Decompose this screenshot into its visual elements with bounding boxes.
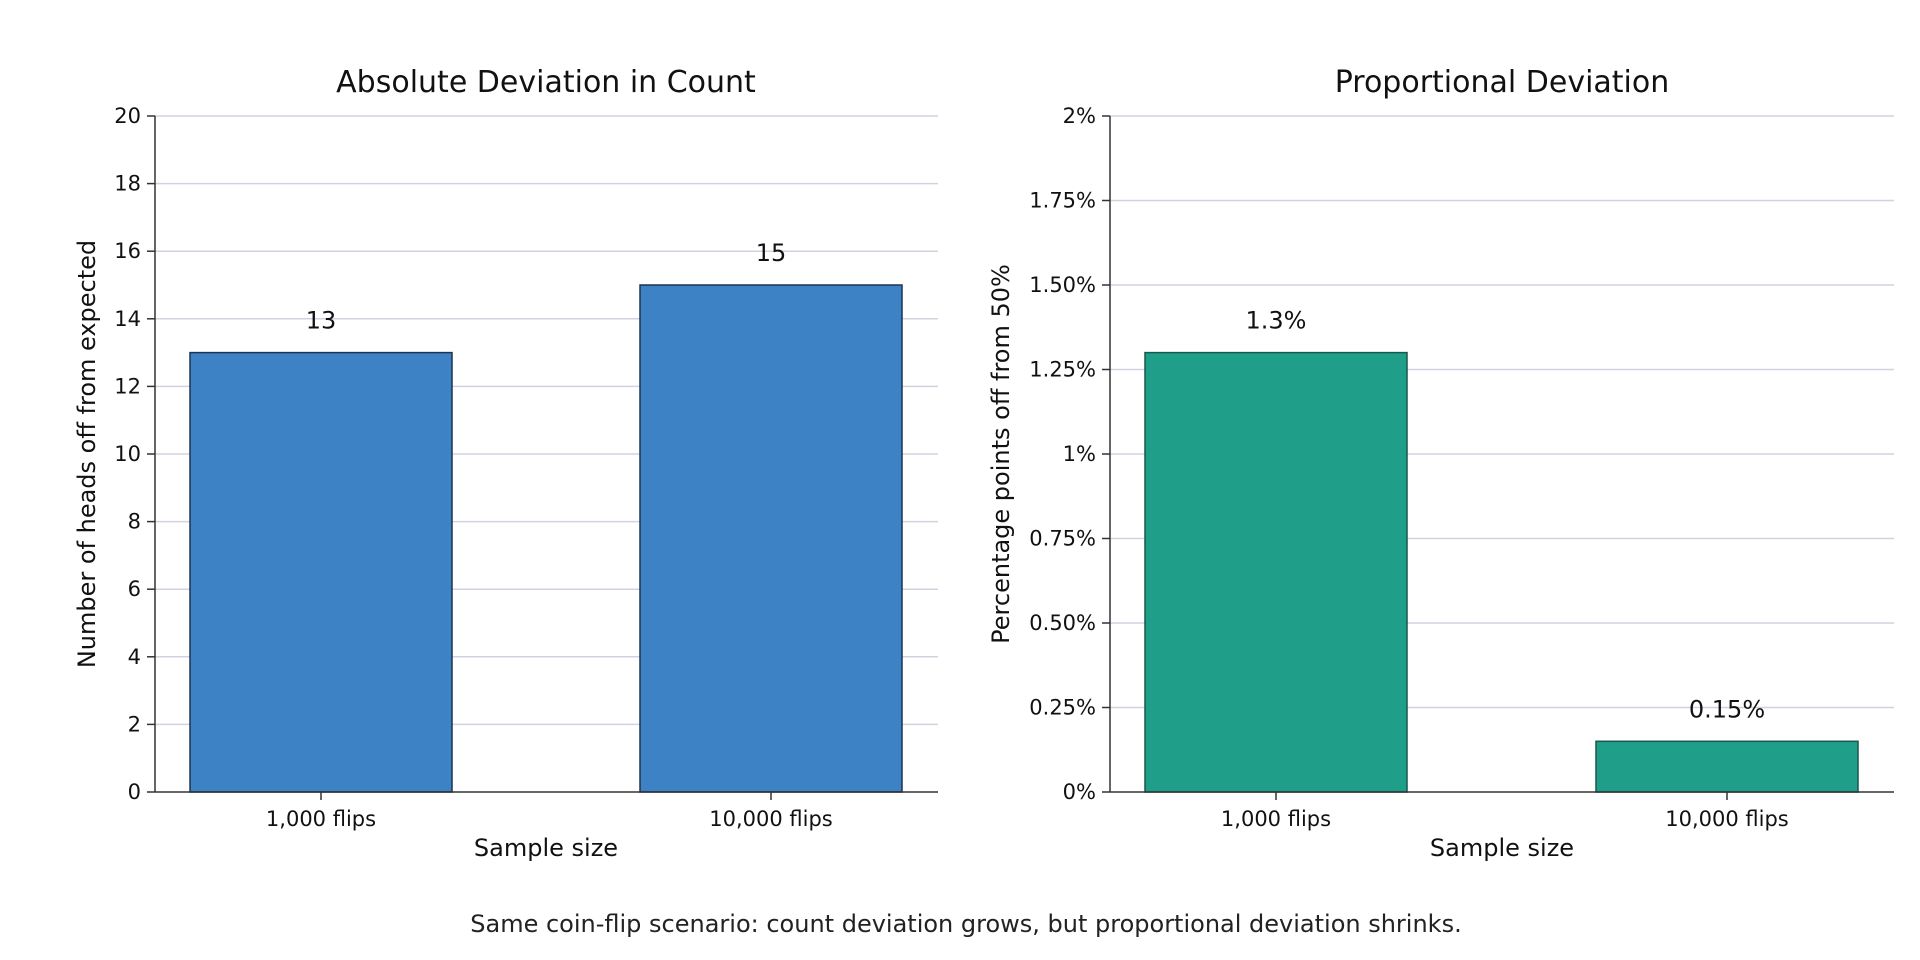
chart-left-bars [189,284,903,793]
chart-left-ytick-label: 10 [114,442,141,466]
chart-left-ytick-label: 2 [128,712,141,736]
chart-right-xtick-label: 1,000 flips [1221,807,1331,831]
chart-left-ytick-label: 12 [114,374,141,398]
chart-right-ytick-label: 1.50% [1029,273,1096,297]
chart-left-bar [189,351,453,793]
chart-left-y-axis-label: Number of heads off from expected [73,240,101,668]
chart-left: Absolute Deviation in Count 0 2 4 6 8 10 12 14 1… [73,65,938,862]
chart-right-bar [1144,351,1408,793]
chart-right-data-label: 0.15% [1689,695,1765,723]
chart-right-ytick-label: 0.25% [1029,696,1096,720]
chart-right-ytick-label: 2% [1063,104,1096,128]
chart-left-ytick-label: 18 [114,172,141,196]
chart-left-xtick-label: 10,000 flips [709,807,833,831]
chart-right-y-axis-label: Percentage points off from 50% [987,264,1015,644]
chart-left-ytick-label: 4 [128,645,141,669]
chart-right-ytick-label: 1.75% [1029,189,1096,213]
chart-right-ytick-label: 1.25% [1029,358,1096,382]
chart-right-ytick-label: 0.50% [1029,611,1096,635]
chart-right-bars [1144,351,1859,793]
chart-left-yticks: 0 2 4 6 8 10 12 14 16 18 20 [114,104,155,804]
chart-right-x-axis-label: Sample size [1430,834,1574,862]
chart-left-data-labels: 13 15 [306,239,787,335]
chart-right-ytick-label: 0% [1063,780,1096,804]
chart-left-xticks: 1,000 flips 10,000 flips [266,792,833,831]
chart-right-xtick-label: 10,000 flips [1665,807,1789,831]
chart-left-title: Absolute Deviation in Count [336,65,756,100]
chart-right-ytick-label: 1% [1063,442,1096,466]
chart-left-xtick-label: 1,000 flips [266,807,376,831]
figure-caption: Same coin-flip scenario: count deviation… [470,910,1461,938]
chart-left-ytick-label: 8 [128,510,141,534]
chart-right: Proportional Deviation 0% 0.25% 0.50% 0.75%… [987,65,1894,862]
chart-left-ytick-label: 16 [114,239,141,263]
chart-right-title: Proportional Deviation [1335,65,1670,100]
chart-right-data-labels: 1.3% 0.15% [1246,307,1766,724]
chart-right-bar [1595,740,1859,793]
chart-left-x-axis-label: Sample size [474,834,618,862]
chart-right-data-label: 1.3% [1246,307,1307,335]
chart-right-xticks: 1,000 flips 10,000 flips [1221,792,1789,831]
chart-right-yticks: 0% 0.25% 0.50% 0.75% 1% 1.25% 1.50% 1.75% 2% [1029,104,1110,804]
chart-left-ytick-label: 14 [114,307,141,331]
chart-left-data-label: 13 [306,307,337,335]
chart-left-ytick-label: 6 [128,577,141,601]
chart-left-data-label: 15 [756,239,787,267]
chart-right-ytick-label: 0.75% [1029,527,1096,551]
chart-left-bar [639,284,903,793]
chart-left-ytick-label: 0 [128,780,141,804]
chart-left-ytick-label: 20 [114,104,141,128]
